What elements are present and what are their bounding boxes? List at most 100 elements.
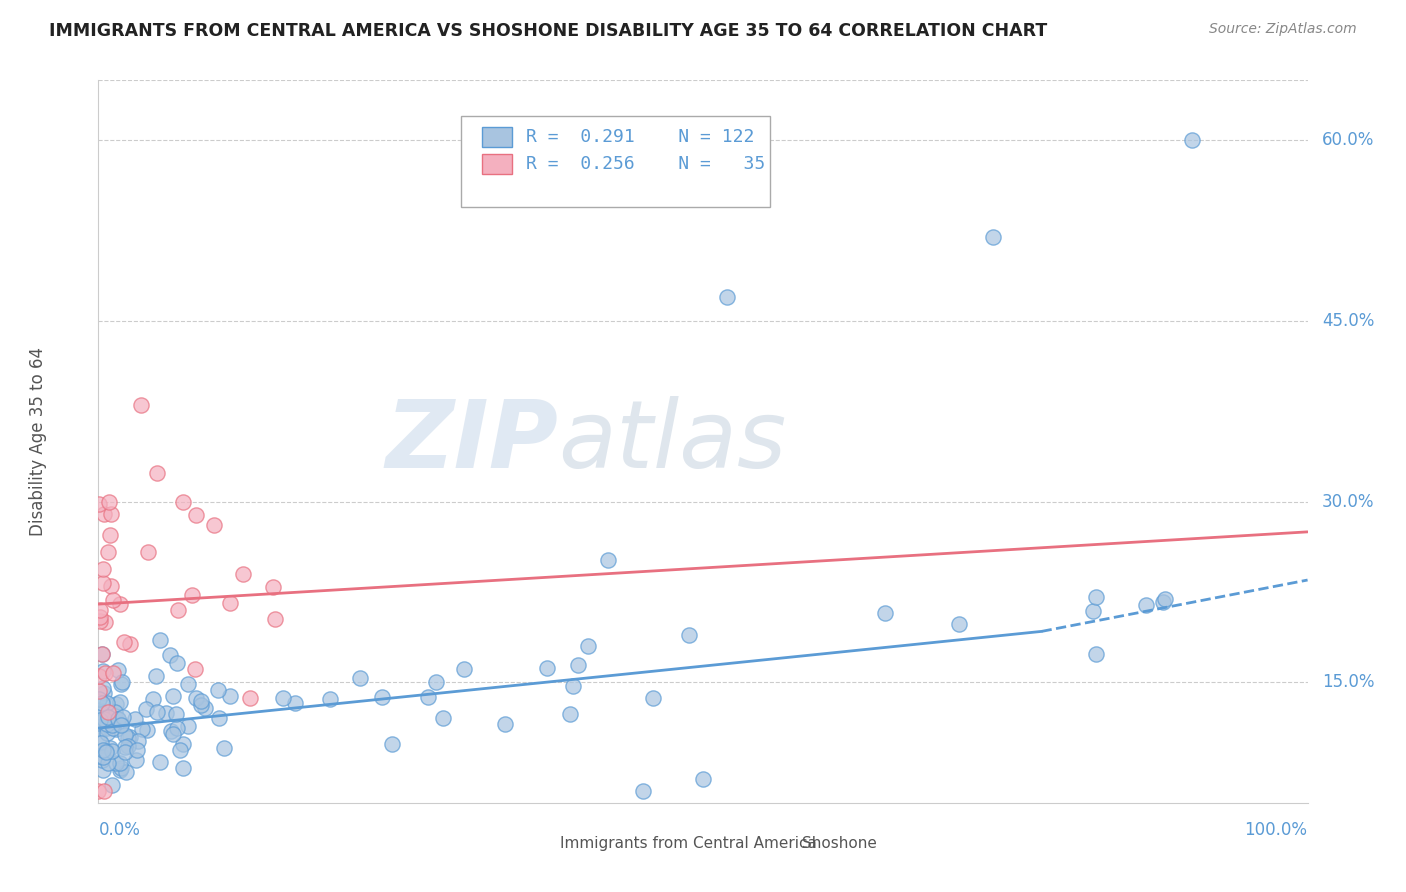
Text: atlas: atlas <box>558 396 786 487</box>
Point <box>97 710 120 724</box>
Point <box>319 692 342 706</box>
Point <box>172 761 194 775</box>
Point <box>190 694 212 708</box>
Point <box>100 579 122 593</box>
Point <box>186 508 208 522</box>
Point <box>105 722 128 736</box>
Point <box>190 698 212 713</box>
Point <box>232 566 254 581</box>
Point <box>273 691 295 706</box>
Point <box>208 711 231 725</box>
Point <box>172 494 194 508</box>
Point <box>91 763 114 777</box>
Point <box>641 690 664 705</box>
Point <box>425 675 447 690</box>
Point <box>111 710 134 724</box>
Point <box>1084 590 1107 604</box>
Point <box>87 497 110 511</box>
Point <box>136 723 159 738</box>
Point <box>93 708 115 723</box>
Point <box>101 777 124 791</box>
Point <box>115 764 138 779</box>
Point <box>127 734 149 748</box>
Point <box>97 756 120 770</box>
Point <box>202 518 225 533</box>
Point <box>108 597 131 611</box>
Point <box>91 647 114 661</box>
Point <box>145 668 167 682</box>
Point <box>87 692 110 706</box>
Point <box>212 740 235 755</box>
Text: R =  0.291    N = 122: R = 0.291 N = 122 <box>526 128 755 146</box>
Point <box>172 737 194 751</box>
Point <box>96 726 118 740</box>
Point <box>262 580 284 594</box>
Point <box>89 703 111 717</box>
Point <box>90 753 112 767</box>
Text: IMMIGRANTS FROM CENTRAL AMERICA VS SHOSHONE DISABILITY AGE 35 TO 64 CORRELATION : IMMIGRANTS FROM CENTRAL AMERICA VS SHOSH… <box>49 22 1047 40</box>
Text: Source: ZipAtlas.com: Source: ZipAtlas.com <box>1209 22 1357 37</box>
Point <box>98 495 121 509</box>
Point <box>91 713 114 727</box>
Point <box>96 713 118 727</box>
Point <box>98 711 121 725</box>
Point <box>239 690 262 705</box>
Point <box>110 717 132 731</box>
Point <box>631 784 654 798</box>
Point <box>1181 133 1204 147</box>
Text: Immigrants from Central America: Immigrants from Central America <box>561 837 817 852</box>
Point <box>1135 598 1157 612</box>
Point <box>120 730 142 744</box>
Point <box>981 229 1004 244</box>
Point <box>169 742 191 756</box>
Point <box>142 692 165 706</box>
Point <box>219 689 242 703</box>
Point <box>101 717 124 731</box>
Point <box>94 615 117 629</box>
Point <box>207 683 229 698</box>
Point <box>110 763 132 777</box>
Point <box>89 748 111 763</box>
Point <box>181 588 204 602</box>
Point <box>110 718 132 732</box>
Point <box>90 736 112 750</box>
Point <box>166 721 188 735</box>
Text: 30.0%: 30.0% <box>1322 492 1375 511</box>
Point <box>692 772 714 786</box>
Point <box>135 702 157 716</box>
Point <box>596 553 619 567</box>
Point <box>567 657 589 672</box>
Point <box>136 545 159 559</box>
Text: 45.0%: 45.0% <box>1322 312 1375 330</box>
Point <box>349 671 371 685</box>
Point <box>101 666 124 681</box>
Point <box>117 731 139 745</box>
Point <box>91 715 114 730</box>
Text: Disability Age 35 to 64: Disability Age 35 to 64 <box>30 347 46 536</box>
Point <box>100 507 122 521</box>
Point <box>89 714 111 728</box>
Point <box>91 750 114 764</box>
Point <box>110 676 132 690</box>
Point <box>93 784 115 798</box>
Point <box>124 752 146 766</box>
Point <box>96 696 118 710</box>
Point <box>1152 595 1174 609</box>
Point <box>91 696 114 710</box>
Point <box>87 784 110 798</box>
Point <box>91 562 114 576</box>
Point <box>89 721 111 735</box>
FancyBboxPatch shape <box>461 117 769 207</box>
Point <box>91 743 114 757</box>
Text: ZIP: ZIP <box>385 395 558 488</box>
Point <box>184 662 207 676</box>
Point <box>264 612 287 626</box>
Point <box>89 610 111 624</box>
Text: R =  0.256    N =   35: R = 0.256 N = 35 <box>526 155 766 173</box>
Point <box>165 706 187 721</box>
Point <box>101 593 124 607</box>
Point <box>160 723 183 738</box>
Point <box>873 607 896 621</box>
FancyBboxPatch shape <box>769 836 796 852</box>
Point <box>131 722 153 736</box>
